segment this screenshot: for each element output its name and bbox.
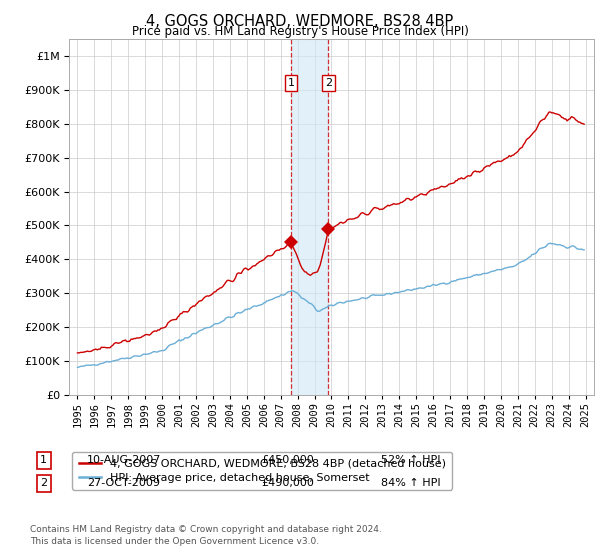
Text: £490,000: £490,000 <box>261 478 314 488</box>
Text: Contains HM Land Registry data © Crown copyright and database right 2024.
This d: Contains HM Land Registry data © Crown c… <box>30 525 382 546</box>
Bar <box>291 39 328 395</box>
Text: 4, GOGS ORCHARD, WEDMORE, BS28 4BP: 4, GOGS ORCHARD, WEDMORE, BS28 4BP <box>146 14 454 29</box>
Text: 52% ↑ HPI: 52% ↑ HPI <box>381 455 440 465</box>
Text: 10-AUG-2007: 10-AUG-2007 <box>87 455 161 465</box>
Text: 1: 1 <box>40 455 47 465</box>
Text: 84% ↑ HPI: 84% ↑ HPI <box>381 478 440 488</box>
Text: 1: 1 <box>287 78 295 88</box>
Text: 2: 2 <box>325 78 332 88</box>
Text: 27-OCT-2009: 27-OCT-2009 <box>87 478 160 488</box>
Text: Price paid vs. HM Land Registry's House Price Index (HPI): Price paid vs. HM Land Registry's House … <box>131 25 469 38</box>
Text: 2: 2 <box>40 478 47 488</box>
Text: £450,000: £450,000 <box>261 455 314 465</box>
Legend: 4, GOGS ORCHARD, WEDMORE, BS28 4BP (detached house), HPI: Average price, detache: 4, GOGS ORCHARD, WEDMORE, BS28 4BP (deta… <box>72 452 452 489</box>
